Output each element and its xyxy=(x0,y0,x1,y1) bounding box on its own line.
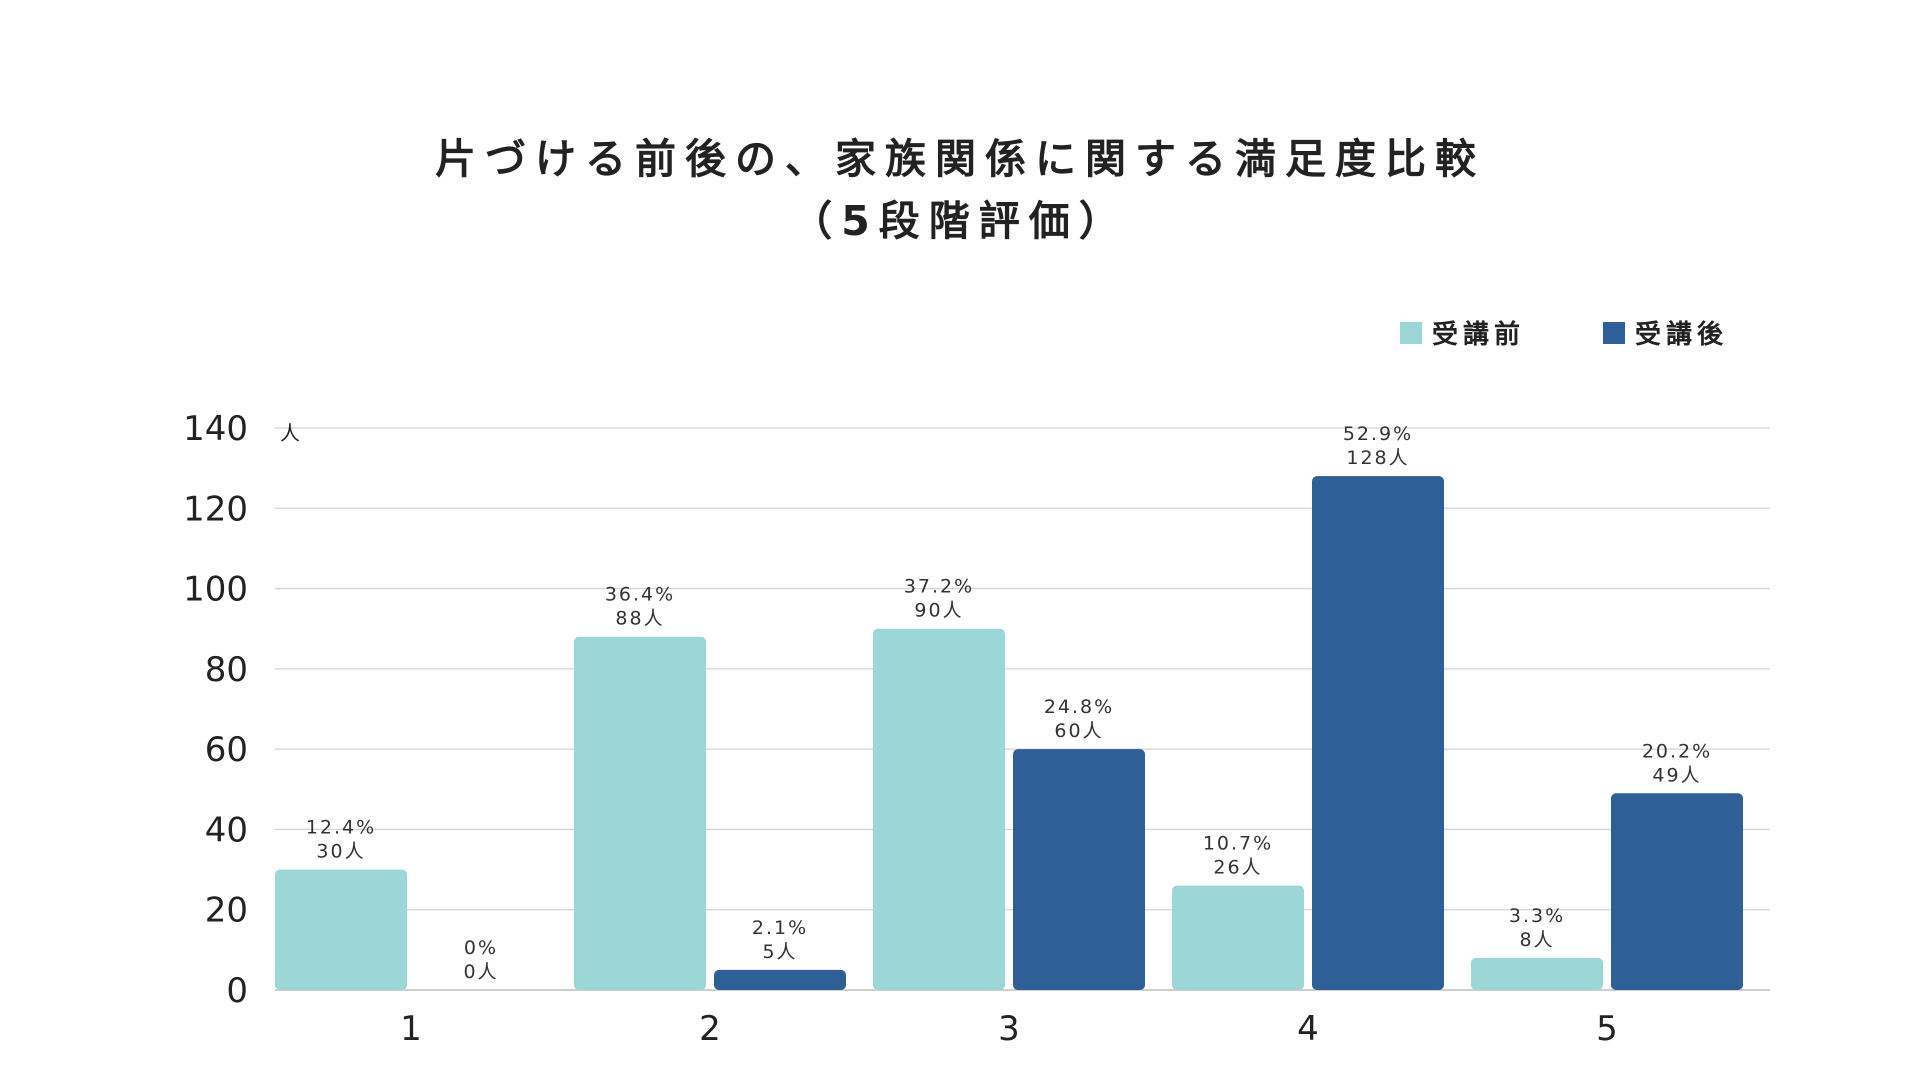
bar-after-3 xyxy=(1013,749,1145,990)
data-label-count-after-1: 0人 xyxy=(463,961,498,983)
data-label-count-after-3: 60人 xyxy=(1054,720,1103,742)
bar-before-2 xyxy=(574,636,706,990)
data-label-pct-after-4: 52.9% xyxy=(1343,423,1413,445)
data-label-count-after-4: 128人 xyxy=(1346,447,1409,469)
data-label-pct-before-1: 12.4% xyxy=(306,817,376,839)
data-label-count-before-1: 30人 xyxy=(316,841,365,863)
data-label-count-before-3: 90人 xyxy=(914,600,963,622)
y-tick-label: 20 xyxy=(205,891,248,931)
data-label-count-before-5: 8人 xyxy=(1519,929,1554,951)
data-label-pct-before-5: 3.3% xyxy=(1509,905,1565,927)
y-tick-label: 100 xyxy=(183,570,248,610)
data-labels: 12.4%30人 0%0人 36.4%88人 2.1%5人 37.2%90人 24.8%6… xyxy=(306,423,1712,983)
x-tick-label: 1 xyxy=(400,1009,422,1049)
y-tick-label: 0 xyxy=(226,971,248,1011)
chart-title-line2: （5段階評価） xyxy=(791,197,1129,245)
bars xyxy=(275,476,1743,991)
bar-before-4 xyxy=(1172,885,1304,990)
legend-swatch-after xyxy=(1603,321,1626,344)
data-label-count-after-5: 49人 xyxy=(1652,764,1701,786)
chart-legend: 受講前 受講後 xyxy=(1400,314,1728,351)
y-tick-label: 40 xyxy=(205,810,248,850)
legend-item-after: 受講後 xyxy=(1603,314,1728,351)
bar-after-4 xyxy=(1312,476,1444,991)
legend-item-before: 受講前 xyxy=(1400,314,1525,351)
y-tick-label: 60 xyxy=(205,730,248,770)
legend-swatch-before xyxy=(1400,321,1422,344)
x-tick-label: 2 xyxy=(699,1009,721,1049)
x-axis-ticks: 1 2 3 4 5 xyxy=(400,1009,1618,1049)
data-label-pct-after-2: 2.1% xyxy=(752,917,808,939)
x-tick-label: 5 xyxy=(1596,1009,1618,1049)
y-tick-label: 80 xyxy=(205,650,248,690)
bar-before-5 xyxy=(1471,957,1603,990)
data-label-count-before-4: 26人 xyxy=(1213,857,1262,879)
legend-label-before: 受講前 xyxy=(1432,320,1526,350)
bar-after-2 xyxy=(714,969,846,990)
y-tick-label: 140 xyxy=(183,409,248,449)
chart-title-line1: 片づける前後の、家族関係に関する満足度比較 xyxy=(435,135,1485,183)
x-tick-label: 3 xyxy=(998,1009,1020,1049)
data-label-pct-before-2: 36.4% xyxy=(605,584,675,606)
y-axis-ticks: 0 20 40 60 80 100 120 140 xyxy=(183,409,248,1011)
legend-label-after: 受講後 xyxy=(1635,320,1729,350)
chart-title: 片づける前後の、家族関係に関する満足度比較 （5段階評価） xyxy=(0,128,1920,252)
data-label-count-before-2: 88人 xyxy=(615,608,664,630)
data-label-pct-before-4: 10.7% xyxy=(1203,833,1273,855)
x-tick-label: 4 xyxy=(1297,1009,1319,1049)
bar-before-1 xyxy=(275,869,407,990)
data-label-pct-before-3: 37.2% xyxy=(904,576,974,598)
data-label-count-after-2: 5人 xyxy=(762,941,797,963)
bar-before-3 xyxy=(873,628,1005,990)
data-label-pct-after-3: 24.8% xyxy=(1044,696,1114,718)
y-tick-label: 120 xyxy=(183,489,248,529)
data-label-pct-after-5: 20.2% xyxy=(1642,740,1712,762)
y-axis-unit-label: 人 xyxy=(280,421,300,445)
bar-after-5 xyxy=(1611,793,1743,990)
data-label-pct-after-1: 0% xyxy=(464,937,498,959)
